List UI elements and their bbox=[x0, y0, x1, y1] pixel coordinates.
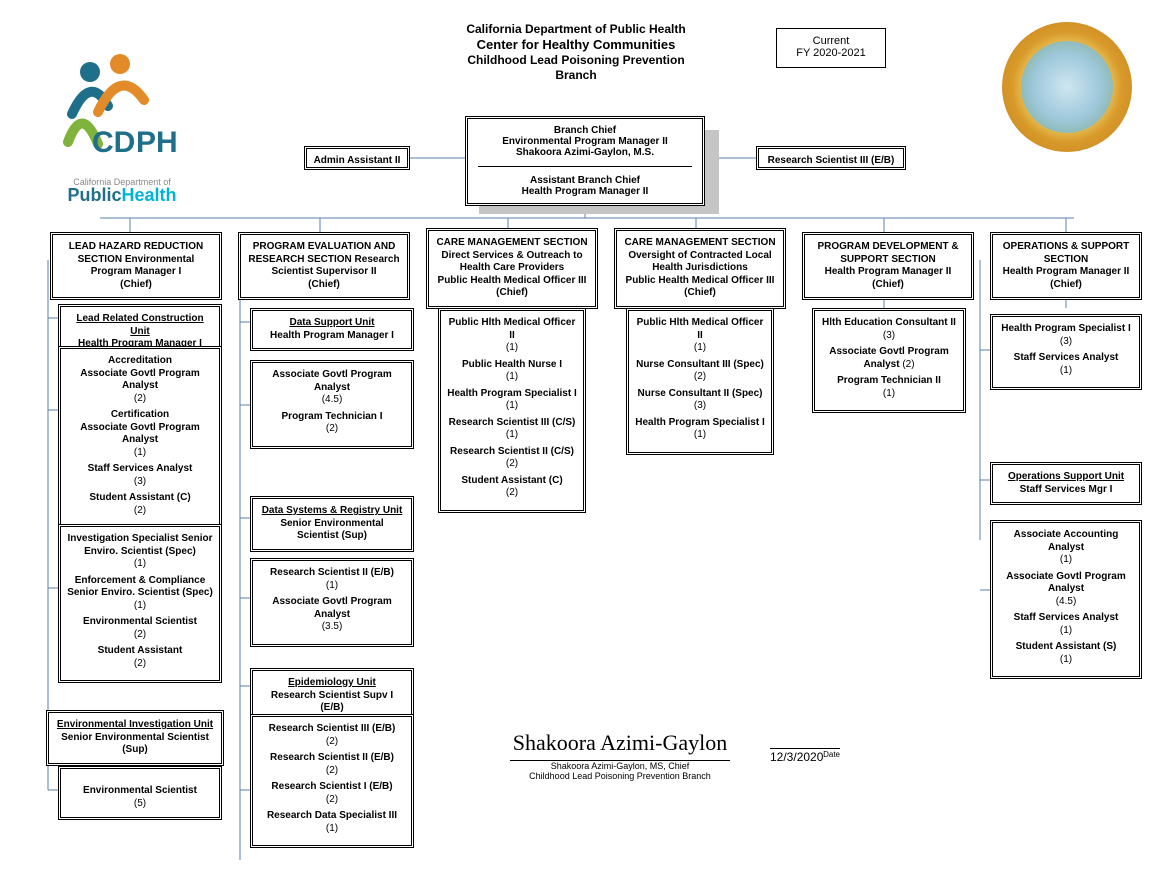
section-4: CARE MANAGEMENT SECTION Oversight of Con… bbox=[614, 228, 786, 309]
admin-assistant-box: Admin Assistant II bbox=[304, 146, 410, 170]
c1-u2-head: Environmental Investigation Unit bbox=[57, 719, 213, 730]
c3-b1: Public Hlth Medical Officer II(1)Public … bbox=[438, 308, 586, 513]
section-6: OPERATIONS & SUPPORT SECTION Health Prog… bbox=[990, 232, 1142, 300]
chief-role: Environmental Program Manager II bbox=[474, 136, 696, 147]
fy-l2: FY 2020-2021 bbox=[777, 47, 885, 59]
c1-b1: AccreditationAssociate Govtl Program Ana… bbox=[58, 346, 222, 530]
section-3: CARE MANAGEMENT SECTION Direct Services … bbox=[426, 228, 598, 309]
c2-u2-sub: Senior Environmental Scientist (Sup) bbox=[280, 518, 383, 542]
s6-chief: (Chief) bbox=[1050, 279, 1082, 290]
s4-sub: Oversight of Contracted Local Health Jur… bbox=[628, 250, 771, 274]
s3-sub: Direct Services & Outreach to Health Car… bbox=[441, 250, 582, 274]
s5-chief: (Chief) bbox=[872, 279, 904, 290]
c1-u1-head: Lead Related Construction Unit bbox=[76, 313, 203, 337]
chief-name: Shakoora Azimi-Gaylon, M.S. bbox=[474, 147, 696, 158]
c2-u3-head: Epidemiology Unit bbox=[288, 677, 376, 688]
c4-b1: Public Hlth Medical Officer II(1)Nurse C… bbox=[626, 308, 774, 455]
c2-u2: Data Systems & Registry Unit Senior Envi… bbox=[250, 496, 414, 552]
c6-u1-sub: Staff Services Mgr I bbox=[1020, 484, 1113, 495]
c2-b2: Research Scientist II (E/B)(1)Associate … bbox=[250, 558, 414, 647]
s5-role: Health Program Manager II bbox=[825, 266, 952, 277]
s4-name: CARE MANAGEMENT SECTION bbox=[624, 237, 775, 248]
c2-u3-sub: Research Scientist Supv I (E/B) bbox=[271, 690, 393, 714]
research-scientist-box: Research Scientist III (E/B) bbox=[756, 146, 906, 170]
section-2: PROGRAM EVALUATION AND RESEARCH SECTION … bbox=[238, 232, 410, 300]
s3-role: Public Health Medical Officer III bbox=[438, 275, 587, 286]
asst-title: Assistant Branch Chief bbox=[474, 175, 696, 186]
asst-role: Health Program Manager II bbox=[474, 186, 696, 197]
fy-box: Current FY 2020-2021 bbox=[776, 28, 886, 68]
c2-u1: Data Support Unit Health Program Manager… bbox=[250, 308, 414, 351]
logo-health: Health bbox=[122, 185, 177, 205]
sig-name: Shakoora Azimi-Gaylon, MS, Chief bbox=[510, 761, 730, 771]
chief-title: Branch Chief bbox=[474, 125, 696, 136]
header-line1: California Department of Public Health bbox=[0, 22, 1152, 37]
c2-u1-sub: Health Program Manager I bbox=[270, 330, 394, 341]
section-5: PROGRAM DEVELOPMENT & SUPPORT SECTION He… bbox=[802, 232, 974, 300]
c1-b3: Environmental Scientist(5) bbox=[58, 766, 222, 820]
signature-block: Shakoora Azimi-Gaylon Shakoora Azimi-Gay… bbox=[510, 730, 730, 781]
s1-chief: (Chief) bbox=[120, 279, 152, 290]
sig-date: 12/3/2020 bbox=[770, 750, 823, 764]
s4-role: Public Health Medical Officer III bbox=[626, 275, 775, 286]
c2-u1-head: Data Support Unit bbox=[290, 317, 375, 328]
c2-u2-head: Data Systems & Registry Unit bbox=[262, 505, 403, 516]
c1-u2-sub: Senior Environmental Scientist (Sup) bbox=[61, 732, 209, 756]
logo-public: Public bbox=[67, 185, 121, 205]
s2-chief: (Chief) bbox=[308, 279, 340, 290]
s5-name: PROGRAM DEVELOPMENT & SUPPORT SECTION bbox=[817, 241, 958, 265]
header-line3: Childhood Lead Poisoning Prevention bbox=[0, 53, 1152, 68]
s3-name: CARE MANAGEMENT SECTION bbox=[436, 237, 587, 248]
date-label: Date bbox=[823, 750, 840, 759]
header: California Department of Public Health C… bbox=[0, 22, 1152, 83]
c6-b2: Associate Accounting Analyst(1)Associate… bbox=[990, 520, 1142, 679]
c2-b1: Associate Govtl Program Analyst(4.5)Prog… bbox=[250, 360, 414, 449]
c5-b1: Hlth Education Consultant II(3)Associate… bbox=[812, 308, 966, 413]
c6-b1: Health Program Specialist I(3)Staff Serv… bbox=[990, 314, 1142, 390]
header-line4: Branch bbox=[0, 68, 1152, 83]
c2-b3: Research Scientist III (E/B)(2)Research … bbox=[250, 714, 414, 848]
sig-title: Childhood Lead Poisoning Prevention Bran… bbox=[510, 771, 730, 781]
s3-chief: (Chief) bbox=[496, 287, 528, 298]
date-block: 12/3/2020 Date bbox=[770, 748, 840, 764]
c1-u2: Environmental Investigation Unit Senior … bbox=[46, 710, 224, 766]
c6-u1: Operations Support Unit Staff Services M… bbox=[990, 462, 1142, 505]
header-line2: Center for Healthy Communities bbox=[0, 37, 1152, 53]
branch-chief-box: Branch Chief Environmental Program Manag… bbox=[465, 116, 705, 206]
s6-name: OPERATIONS & SUPPORT SECTION bbox=[1003, 241, 1130, 265]
fy-l1: Current bbox=[777, 35, 885, 47]
c1-b2: Investigation Specialist Senior Enviro. … bbox=[58, 524, 222, 683]
section-1: LEAD HAZARD REDUCTION SECTION Environmen… bbox=[50, 232, 222, 300]
s6-role: Health Program Manager II bbox=[1003, 266, 1130, 277]
s4-chief: (Chief) bbox=[684, 287, 716, 298]
signature-script: Shakoora Azimi-Gaylon bbox=[510, 730, 730, 756]
c6-u1-head: Operations Support Unit bbox=[1008, 471, 1124, 482]
svg-text:CD: CD bbox=[92, 126, 135, 159]
svg-text:PH: PH bbox=[136, 126, 178, 159]
